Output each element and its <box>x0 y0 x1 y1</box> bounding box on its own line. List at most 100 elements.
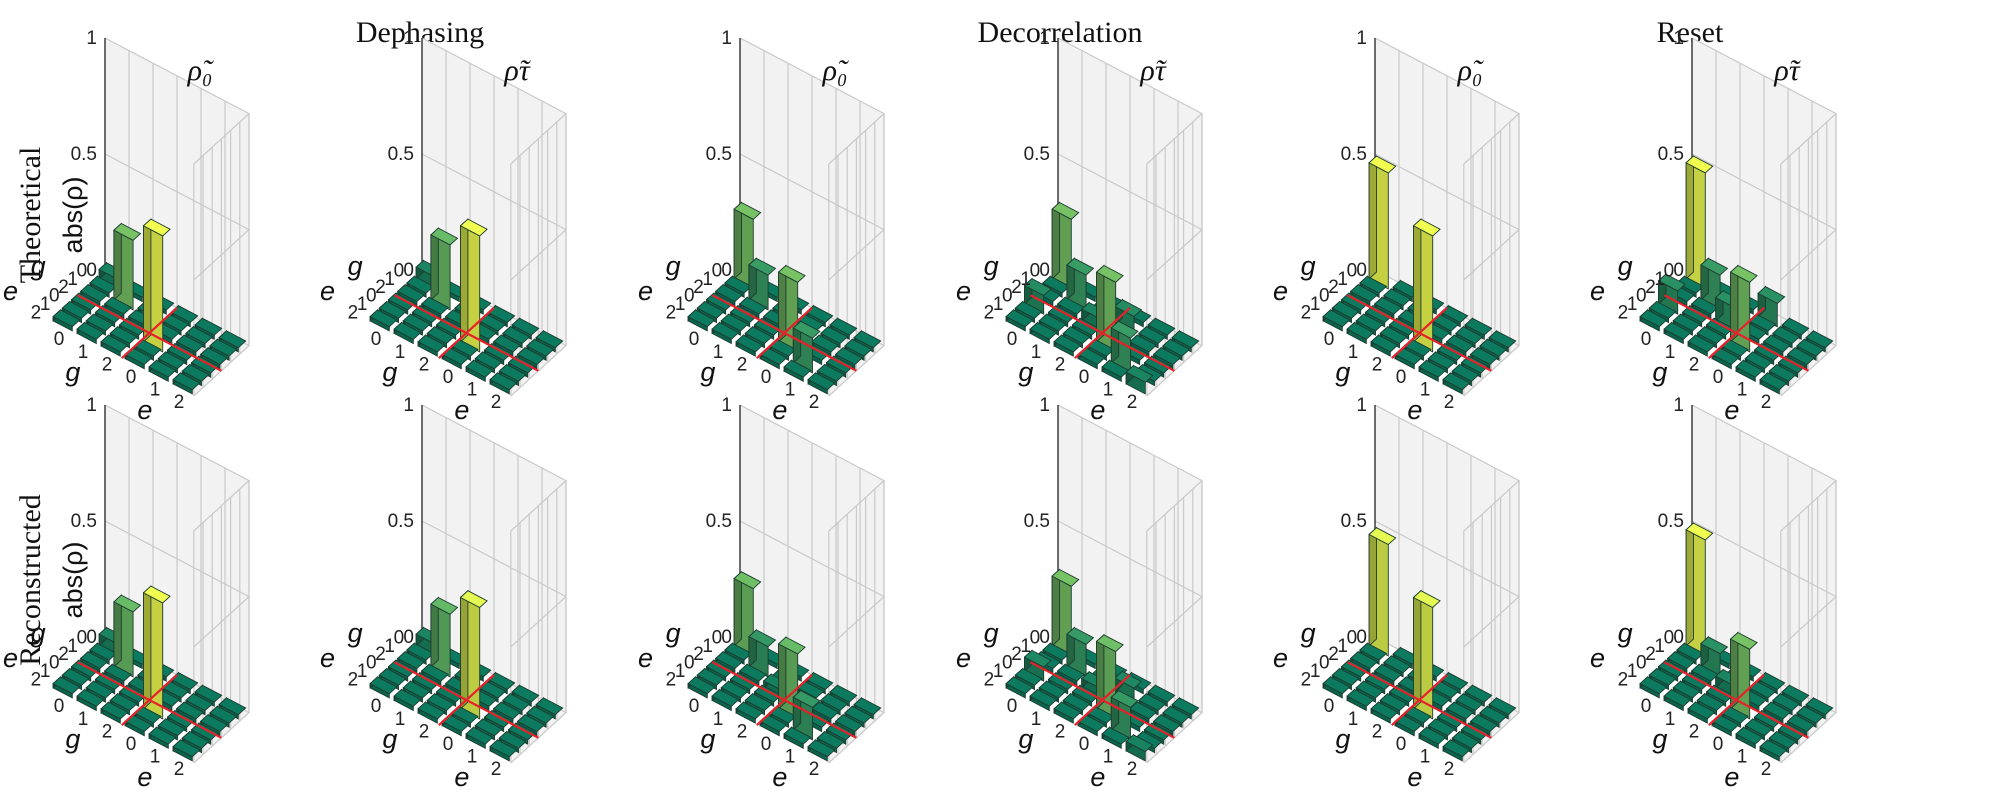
bar-top <box>94 672 123 691</box>
bar-top <box>507 722 536 741</box>
bar-top <box>1735 359 1764 378</box>
bar-top <box>175 701 205 720</box>
bar-left <box>113 222 122 301</box>
bar-top <box>792 690 821 708</box>
bar-top <box>79 651 109 670</box>
row-tick-label: 0 <box>712 260 723 281</box>
bar-top <box>1346 688 1375 707</box>
bar <box>1735 726 1764 750</box>
z-tick-label: 0 <box>86 627 97 648</box>
col-tick-label: 0 <box>1079 734 1090 755</box>
bar-top <box>1488 330 1517 349</box>
col-tick-label: 1 <box>713 709 724 730</box>
col-tick-label: 0 <box>761 734 772 755</box>
row-tick-label: 0 <box>1347 260 1358 281</box>
bar-top <box>52 676 81 695</box>
row-tick-label: 2 <box>1645 277 1656 298</box>
separator-row <box>76 661 222 739</box>
bar <box>783 726 812 750</box>
col-tick-label: 0 <box>1641 329 1652 350</box>
z-tick-label: 1 <box>1039 28 1050 49</box>
bar-top <box>426 326 455 345</box>
bar-top <box>753 684 782 703</box>
bar-top <box>209 705 238 724</box>
bar <box>783 359 812 383</box>
bar-top <box>89 275 118 294</box>
bar-top <box>820 326 849 345</box>
row-tick-label: 1 <box>1654 636 1665 657</box>
col-axis-label: e <box>1724 762 1739 792</box>
bar-top <box>426 693 455 712</box>
bar-top <box>166 342 195 361</box>
bar <box>1125 733 1154 762</box>
bar-top <box>1062 693 1091 712</box>
row-tick-label: 0 <box>712 627 723 648</box>
separator-row <box>393 661 539 739</box>
bar-top <box>705 659 734 678</box>
bar <box>1147 317 1176 341</box>
bar-top <box>729 672 758 691</box>
bar <box>1370 701 1399 724</box>
col-tick-label: 1 <box>395 709 406 730</box>
bar-top <box>1427 351 1456 370</box>
row-tick-label: 0 <box>684 653 695 674</box>
bar-top <box>748 629 777 648</box>
row-axis-label: e <box>638 276 653 306</box>
bar-top <box>1340 659 1369 678</box>
row-tick-label: 1 <box>357 294 368 315</box>
bar-top <box>1101 726 1130 745</box>
z-tick-label: 0 <box>1039 260 1050 281</box>
bar-top <box>1047 305 1076 324</box>
row-tick-label: 2 <box>1011 644 1022 665</box>
bar-top <box>459 590 488 609</box>
bar-top <box>113 594 142 613</box>
bar <box>1690 663 1720 687</box>
bar <box>1066 257 1095 311</box>
bar-top <box>834 714 864 733</box>
row-axis-label: e <box>638 643 653 673</box>
row-tick-label: 2 <box>31 302 42 323</box>
bar <box>1071 317 1100 341</box>
bar-top <box>853 697 882 716</box>
row-tick-label: 1 <box>675 294 686 315</box>
bar-top <box>489 372 518 391</box>
bar-top <box>1648 667 1677 686</box>
bar <box>711 321 740 345</box>
bar <box>1370 334 1399 357</box>
z-tick-label: 1 <box>403 28 414 49</box>
bar-top <box>1125 364 1154 383</box>
bar-top <box>194 317 223 336</box>
row-axis-label: e <box>1590 276 1605 306</box>
panel-title: ρ̃₀ <box>1457 54 1484 87</box>
bar <box>52 308 81 332</box>
bar-top <box>1110 320 1139 339</box>
bar-top <box>1690 296 1720 315</box>
row-tick-label: 2 <box>1328 644 1339 665</box>
z-tick-label: 0 <box>1356 260 1367 281</box>
bar-top <box>1685 155 1714 174</box>
bar-top <box>526 705 555 724</box>
row-axis-label: g <box>31 618 46 648</box>
bar-top <box>1331 300 1360 319</box>
bar <box>369 675 398 699</box>
row-tick-label: 0 <box>1664 627 1675 648</box>
bar-top <box>489 739 518 758</box>
row-axis-label: g <box>1618 251 1633 281</box>
bar-top <box>1672 680 1701 699</box>
col-tick-label: 0 <box>1007 329 1018 350</box>
col-tick-label: 1 <box>1420 747 1431 768</box>
col-axis-label: e <box>772 395 787 425</box>
z-tick-label: 1 <box>721 395 732 416</box>
bar-top <box>1038 313 1067 332</box>
col-tick-label: 0 <box>54 329 65 350</box>
row-tick-label: 0 <box>49 653 60 674</box>
col-axis-label: g <box>1335 724 1350 754</box>
bar <box>687 675 716 699</box>
bar <box>52 675 81 699</box>
col-tick-label: 1 <box>150 747 161 768</box>
separator-row <box>76 294 222 372</box>
row-axis-label: e <box>320 276 335 306</box>
bar-top <box>1147 684 1176 703</box>
